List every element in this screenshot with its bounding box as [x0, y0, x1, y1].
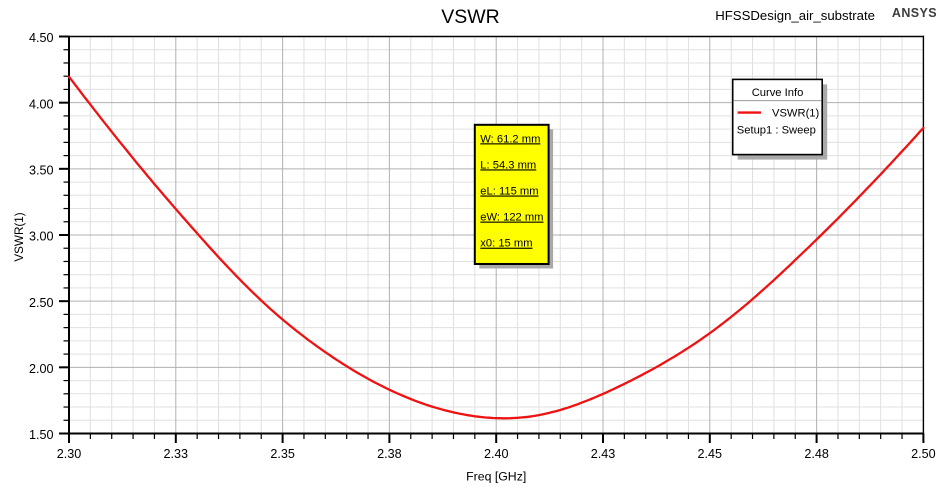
svg-text:2.48: 2.48	[804, 447, 829, 461]
svg-text:4.00: 4.00	[29, 97, 54, 111]
svg-text:2.45: 2.45	[698, 447, 723, 461]
svg-text:2.33: 2.33	[164, 447, 189, 461]
svg-text:eW: 122 mm: eW: 122 mm	[480, 212, 543, 224]
svg-text:ANSYS: ANSYS	[892, 6, 937, 20]
svg-text:3.00: 3.00	[29, 230, 54, 244]
svg-text:2.38: 2.38	[377, 447, 402, 461]
svg-text:2.30: 2.30	[57, 447, 82, 461]
svg-text:Setup1 : Sweep: Setup1 : Sweep	[737, 125, 816, 137]
svg-text:eL: 115 mm: eL: 115 mm	[480, 186, 538, 198]
svg-text:2.43: 2.43	[591, 447, 616, 461]
svg-text:VSWR(1): VSWR(1)	[772, 108, 820, 120]
svg-text:HFSSDesign_air_substrate: HFSSDesign_air_substrate	[715, 8, 875, 23]
svg-text:2.35: 2.35	[270, 447, 295, 461]
svg-text:Curve Info: Curve Info	[752, 87, 804, 99]
svg-text:VSWR(1): VSWR(1)	[13, 212, 26, 261]
svg-text:4.50: 4.50	[29, 31, 54, 45]
svg-text:2.00: 2.00	[29, 362, 54, 376]
svg-text:3.50: 3.50	[29, 163, 54, 177]
svg-text:VSWR: VSWR	[441, 6, 500, 28]
svg-text:L: 54.3 mm: L: 54.3 mm	[480, 159, 536, 171]
svg-text:2.50: 2.50	[29, 296, 54, 310]
svg-text:2.40: 2.40	[484, 447, 509, 461]
svg-text:W: 61.2 mm: W: 61.2 mm	[480, 133, 540, 145]
svg-text:x0: 15 mm: x0: 15 mm	[480, 238, 532, 250]
svg-text:1.50: 1.50	[29, 428, 54, 442]
svg-text:Freq [GHz]: Freq [GHz]	[466, 469, 526, 483]
svg-text:2.50: 2.50	[911, 447, 936, 461]
